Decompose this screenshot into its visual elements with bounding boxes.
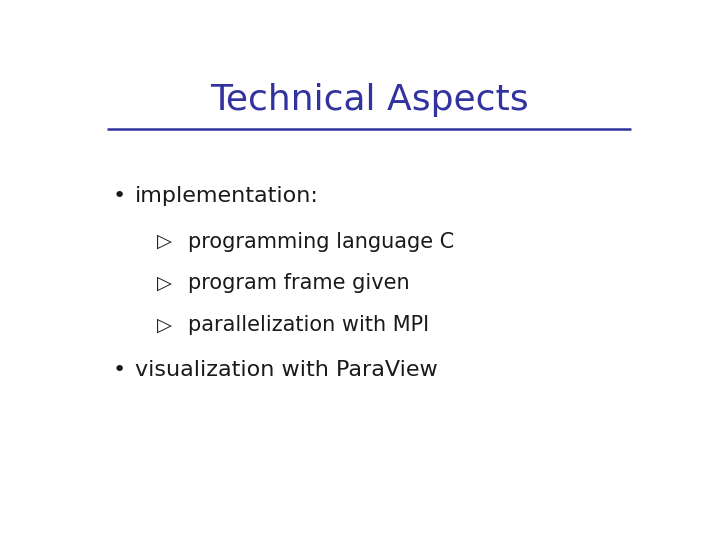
Text: implementation:: implementation:	[135, 186, 318, 206]
Text: •: •	[112, 360, 125, 380]
Text: Technical Aspects: Technical Aspects	[210, 83, 528, 117]
Text: parallelization with MPI: parallelization with MPI	[188, 315, 429, 335]
Text: programming language C: programming language C	[188, 232, 454, 252]
Text: program frame given: program frame given	[188, 273, 409, 293]
Text: ▷: ▷	[157, 274, 172, 293]
Text: •: •	[112, 186, 125, 206]
Text: ▷: ▷	[157, 315, 172, 334]
Text: ▷: ▷	[157, 232, 172, 251]
Text: visualization with ParaView: visualization with ParaView	[135, 360, 437, 380]
